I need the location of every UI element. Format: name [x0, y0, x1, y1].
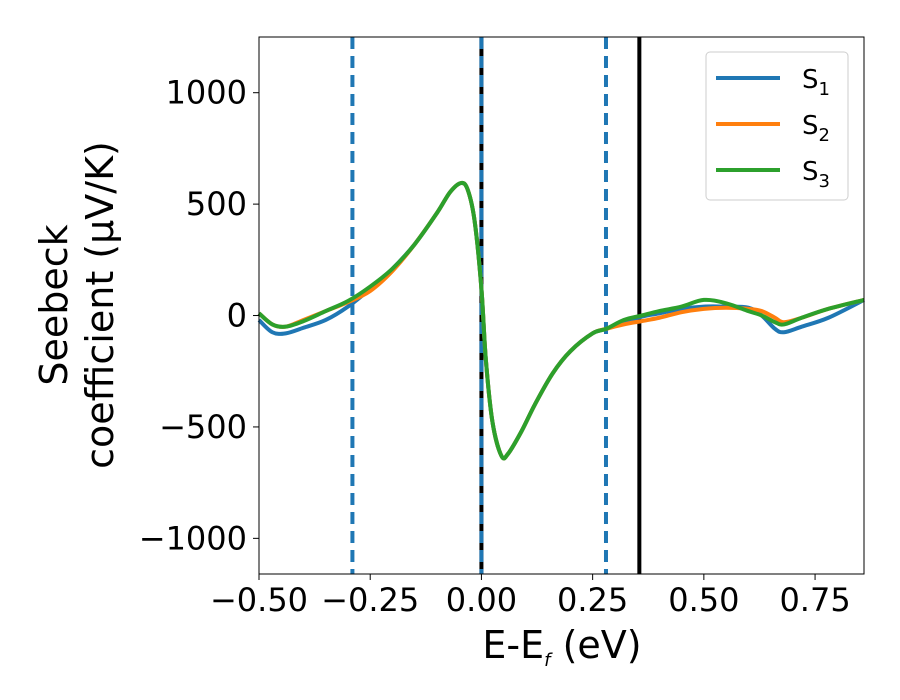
x-tick-label: 0.25: [557, 581, 628, 619]
y-tick-label: −500: [159, 408, 247, 446]
x-tick-label: 0.75: [779, 581, 850, 619]
series-line-s3: [257, 180, 865, 461]
x-tick-label: 0.50: [668, 581, 739, 619]
y-tick-label: 500: [186, 185, 247, 223]
legend-label-s3: S3: [802, 157, 830, 192]
legend-label-s2: S2: [802, 111, 830, 146]
x-axis-title: E-Ef (eV): [482, 623, 641, 671]
y-axis: 1000 500 0 −500 −1000: [139, 74, 259, 557]
x-tick-label: −0.50: [210, 581, 308, 619]
reference-lines: [350, 37, 642, 574]
x-tick-label: −0.25: [321, 581, 419, 619]
x-axis-title-sub: f: [544, 650, 553, 671]
y-axis-title-line2: coefficient (μV/K): [78, 141, 122, 469]
legend: S1 S2 S3: [705, 51, 849, 201]
series-lines: [257, 180, 865, 461]
x-axis-title-unit: (eV): [550, 623, 641, 667]
x-axis: −0.50 −0.25 0.00 0.25 0.50 0.75: [210, 574, 851, 619]
x-axis-title-main: E-E: [482, 623, 544, 667]
y-tick-label: −1000: [139, 519, 247, 557]
y-axis-title-line1: Seebeck: [32, 224, 76, 385]
legend-label-s1: S1: [802, 65, 830, 100]
plot-frame: [258, 36, 865, 575]
x-tick-label: 0.00: [446, 581, 517, 619]
y-tick-label: 1000: [166, 74, 247, 112]
y-tick-label: 0: [227, 297, 247, 335]
